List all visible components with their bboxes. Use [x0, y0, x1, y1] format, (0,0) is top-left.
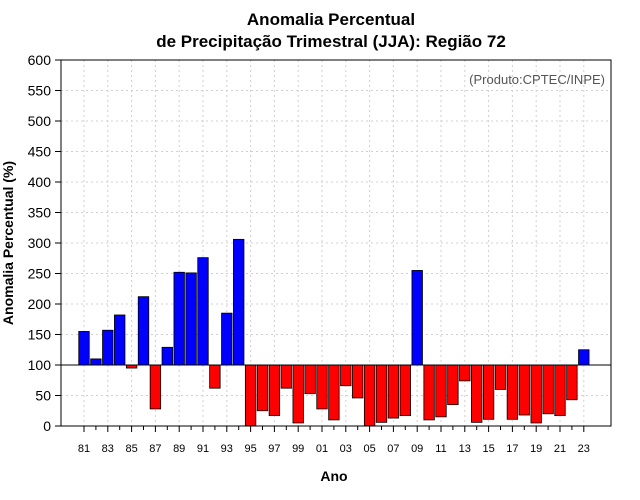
bar-17 — [506, 364, 519, 420]
bar-14 — [471, 364, 483, 423]
x-tick-label: 17 — [506, 443, 518, 455]
bar-93 — [221, 312, 233, 366]
x-tick-label: 91 — [197, 443, 209, 455]
y-tick-label: 50 — [35, 388, 51, 404]
bar-94 — [233, 238, 245, 366]
x-tick-label: 85 — [125, 443, 137, 455]
chart-title-line2: de Precipitação Trimestral (JJA): Região… — [156, 32, 506, 51]
y-tick-label: 250 — [28, 266, 52, 282]
bar-82 — [90, 358, 102, 366]
bar-20 — [542, 364, 554, 415]
y-tick-label: 200 — [28, 296, 52, 312]
bar-81 — [78, 331, 90, 366]
bar-18 — [518, 364, 530, 416]
x-tick-label: 81 — [78, 443, 90, 455]
y-axis-label: Anomalia Percentual (%) — [0, 161, 16, 325]
bar-04 — [352, 364, 364, 399]
y-tick-label: 300 — [28, 235, 52, 251]
bar-83 — [102, 329, 114, 366]
bar-23 — [578, 349, 590, 366]
x-tick-label: 87 — [149, 443, 161, 455]
bar-89 — [173, 271, 185, 366]
bar-99 — [292, 364, 304, 424]
bar-91 — [197, 257, 209, 366]
bar-01 — [316, 364, 328, 410]
bar-22 — [566, 364, 578, 401]
bar-13 — [459, 364, 471, 382]
bar-11 — [435, 364, 447, 418]
x-tick-label: 19 — [530, 443, 542, 455]
x-tick-label: 01 — [316, 443, 328, 455]
x-tick-label: 11 — [435, 443, 446, 455]
y-tick-label: 550 — [28, 83, 52, 99]
bar-00 — [304, 364, 316, 395]
bar-88 — [161, 346, 173, 366]
x-tick-label: 99 — [292, 443, 304, 455]
bar-19 — [530, 364, 542, 424]
bar-97 — [268, 364, 281, 417]
x-axis: 81 83 85 87 89 91 93 95 97 99 01 03 05 07 09 11 13 15 17 19… — [78, 426, 590, 455]
x-tick-label: 21 — [554, 443, 566, 455]
x-tick-label: 03 — [340, 443, 352, 455]
y-tick-label: 500 — [28, 113, 52, 129]
y-tick-label: 0 — [43, 418, 51, 434]
bar-05 — [363, 364, 376, 426]
bar-09 — [411, 270, 423, 366]
bar-84 — [114, 314, 126, 366]
x-tick-label: 23 — [578, 443, 590, 455]
bar-10 — [423, 364, 435, 421]
bar-02 — [328, 364, 340, 421]
bar-16 — [494, 364, 507, 390]
y-tick-label: 400 — [28, 174, 52, 190]
x-tick-label: 93 — [221, 443, 233, 455]
bar-07 — [387, 364, 400, 419]
bar-90 — [185, 272, 197, 366]
bar-15 — [482, 364, 495, 420]
y-tick-label: 100 — [28, 357, 52, 373]
y-tick-label: 600 — [28, 52, 52, 68]
chart-title-line1: Anomalia Percentual — [247, 10, 415, 29]
bar-12 — [447, 364, 459, 406]
bar-98 — [280, 364, 292, 389]
bar-92 — [209, 364, 221, 389]
bar-87 — [149, 364, 162, 410]
bar-96 — [256, 364, 269, 412]
source-annotation: (Produto:CPTEC/INPE) — [469, 72, 605, 87]
x-tick-label: 95 — [244, 443, 256, 455]
bar-06 — [375, 364, 388, 423]
bar-03 — [340, 364, 352, 387]
x-tick-label: 07 — [387, 443, 399, 455]
plot-frame — [60, 59, 612, 427]
y-tick-label: 150 — [28, 327, 52, 343]
bar-95 — [244, 364, 257, 426]
x-tick-label: 05 — [363, 443, 375, 455]
y-tick-label: 350 — [28, 205, 52, 221]
bar-21 — [554, 364, 566, 417]
x-tick-label: 09 — [411, 443, 423, 455]
y-axis: 0 50 100 150 200 250 300 350 400 450 500 550 600 — [28, 52, 61, 434]
bar-08 — [399, 364, 411, 417]
x-tick-label: 13 — [459, 443, 471, 455]
bar-86 — [137, 296, 150, 366]
bars — [78, 238, 590, 426]
x-tick-label: 97 — [268, 443, 280, 455]
x-axis-label: Ano — [320, 468, 347, 484]
x-tick-label: 89 — [173, 443, 185, 455]
x-tick-label: 15 — [482, 443, 494, 455]
x-tick-label: 83 — [102, 443, 114, 455]
y-tick-label: 450 — [28, 144, 52, 160]
